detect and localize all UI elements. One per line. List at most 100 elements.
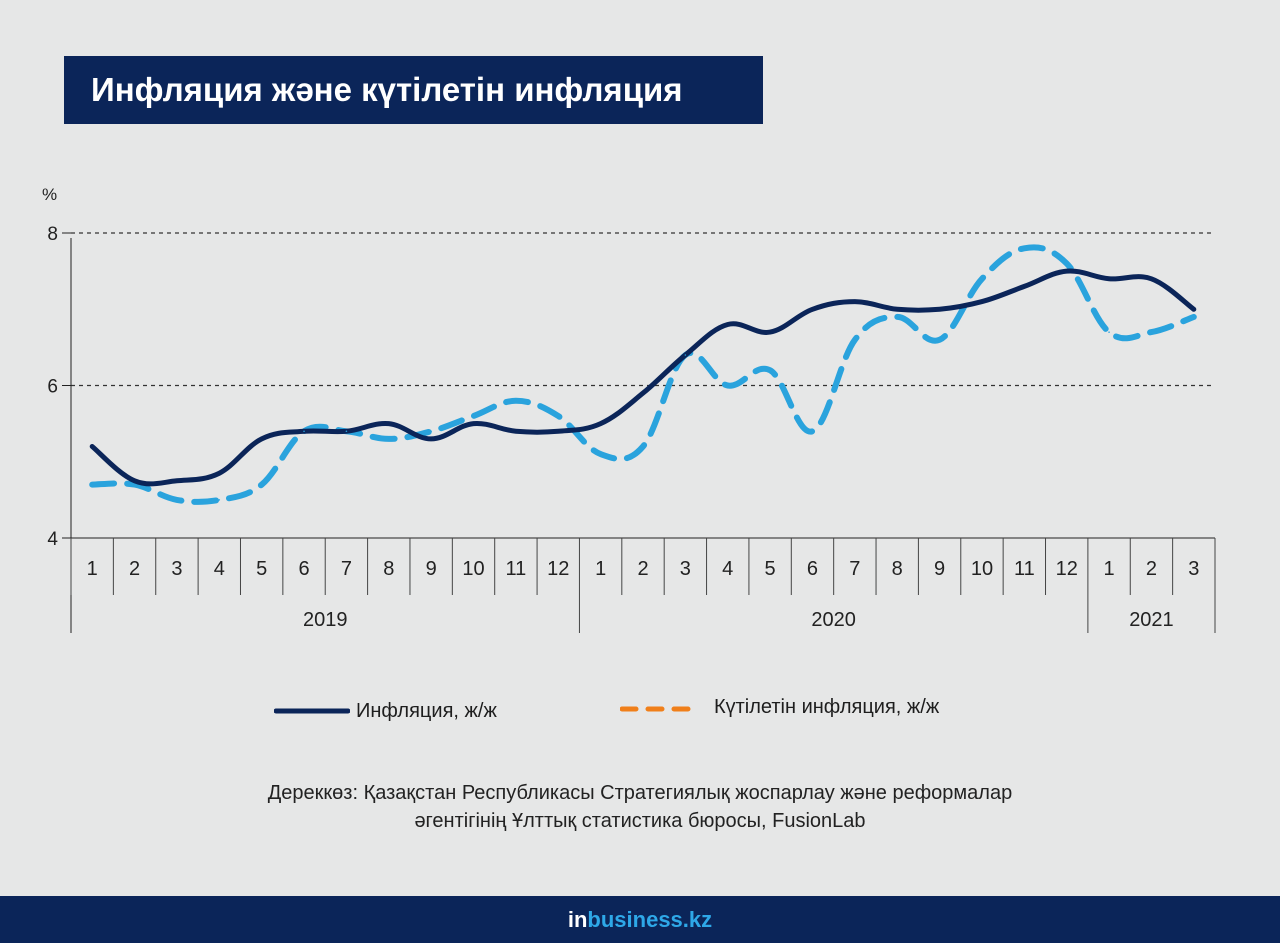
y-axis-unit-label: %: [42, 185, 57, 204]
expected-inflation-point: [430, 430, 432, 433]
inflation-point: [811, 308, 814, 311]
inflation-point: [430, 438, 432, 440]
x-tick-label: 11: [506, 558, 527, 580]
x-tick-label: 12: [1056, 558, 1078, 580]
inflation-point: [938, 308, 941, 311]
year-label: 2021: [1129, 609, 1174, 631]
inflation-point: [1023, 285, 1026, 288]
source-line-1: Дереккөз: Қазақстан Республикасы Стратег…: [267, 782, 1013, 804]
x-tick-label: 9: [426, 558, 437, 580]
year-label: 2020: [811, 609, 856, 631]
inflation-point: [981, 300, 983, 303]
y-tick-label: 4: [47, 529, 58, 550]
inflation-point: [1108, 277, 1110, 280]
x-tick-label: 4: [214, 558, 225, 580]
legend-label-inflation: Инфляция, ж/ж: [356, 699, 497, 722]
expected-inflation-point: [896, 316, 899, 318]
expected-inflation-point: [260, 483, 263, 486]
x-tick-label: 2: [1146, 558, 1157, 580]
expected-inflation-point: [726, 384, 729, 387]
x-tick-label: 12: [547, 558, 569, 580]
x-tick-label: 6: [298, 558, 309, 580]
x-tick-label: 10: [462, 558, 484, 580]
source-line-2: әгентігінің Ұлттық статистика бюросы, Fu…: [414, 810, 866, 832]
brand-rest: business.kz: [587, 907, 713, 932]
inflation-point: [1150, 277, 1153, 280]
expected-inflation-point: [642, 445, 644, 448]
inflation-point: [599, 422, 602, 425]
inflation-point: [1193, 308, 1195, 311]
expected-inflation-point: [133, 483, 136, 486]
x-tick-label: 11: [1014, 558, 1035, 580]
inflation-point: [176, 480, 178, 482]
expected-inflation-point: [303, 430, 305, 433]
expected-inflation-point: [599, 453, 602, 455]
x-tick-label: 1: [87, 558, 98, 580]
series-line-expected-inflation: [89, 244, 1197, 505]
x-tick-label: 10: [971, 558, 993, 580]
year-label: 2019: [303, 609, 348, 631]
expected-inflation-point: [769, 369, 771, 372]
expected-inflation-point: [1108, 331, 1110, 333]
expected-inflation-point: [345, 430, 348, 433]
legend-dashed-line-icon: [620, 706, 696, 712]
inflation-point: [133, 480, 136, 482]
x-tick-label: 3: [1188, 558, 1199, 580]
legend-solid-line-icon: [274, 708, 350, 714]
expected-inflation-point: [91, 483, 93, 486]
source-note: Дереккөз: Қазақстан Республикасы Стратег…: [0, 779, 1280, 835]
x-tick-label: 3: [680, 558, 691, 580]
expected-inflation-point: [472, 415, 475, 417]
x-tick-label: 4: [722, 558, 733, 580]
inflation-point: [896, 308, 899, 311]
inflation-point: [769, 331, 771, 333]
inflation-point: [854, 300, 856, 303]
footer-bar: inbusiness.kz: [0, 896, 1280, 943]
chart-title: Инфляция және күтілетін инфляция: [64, 56, 763, 124]
x-tick-label: 7: [849, 558, 860, 580]
x-tick-label: 2: [129, 558, 140, 580]
expected-inflation-point: [684, 354, 687, 356]
x-tick-label: 8: [383, 558, 394, 580]
inflation-point: [218, 472, 221, 474]
y-tick-label: 8: [47, 224, 58, 245]
inflation-point: [642, 392, 644, 394]
x-tick-label: 9: [934, 558, 945, 580]
expected-inflation-point: [811, 430, 814, 433]
series-line-inflation: [89, 268, 1197, 487]
expected-inflation-point: [1065, 262, 1068, 265]
x-tick-label: 7: [341, 558, 352, 580]
legend-item-expected-inflation: Күтілетін инфляция, ж/ж: [620, 695, 939, 719]
brand-logo[interactable]: inbusiness.kz: [568, 907, 712, 932]
inflation-point: [726, 323, 729, 326]
expected-inflation-point: [218, 499, 221, 501]
x-tick-label: 8: [892, 558, 903, 580]
inflation-point: [1065, 270, 1068, 272]
x-tick-label: 1: [1104, 558, 1115, 580]
expected-inflation-point: [1150, 331, 1153, 333]
expected-inflation-point: [1193, 316, 1195, 318]
inflation-point: [557, 430, 560, 433]
x-tick-label: 3: [171, 558, 182, 580]
legend-label-expected-inflation: Күтілетін инфляция, ж/ж: [714, 695, 940, 718]
expected-inflation-point: [387, 438, 390, 440]
x-tick-label: 5: [256, 558, 267, 580]
x-tick-label: 1: [595, 558, 606, 580]
expected-inflation-point: [515, 399, 517, 402]
expected-inflation-point: [938, 338, 941, 341]
x-tick-label: 5: [765, 558, 776, 580]
x-tick-label: 6: [807, 558, 818, 580]
y-tick-label: 6: [47, 377, 58, 398]
expected-inflation-point: [981, 277, 983, 280]
expected-inflation-point: [557, 415, 560, 417]
inflation-point: [91, 445, 93, 448]
inflation-point: [472, 422, 475, 425]
x-tick-label: 2: [637, 558, 648, 580]
expected-inflation-point: [854, 338, 856, 341]
inflation-point: [260, 438, 263, 440]
inflation-point: [515, 430, 517, 433]
brand-in: in: [567, 907, 588, 932]
legend-item-inflation: Инфляция, ж/ж: [274, 699, 497, 723]
expected-inflation-point: [176, 499, 178, 501]
